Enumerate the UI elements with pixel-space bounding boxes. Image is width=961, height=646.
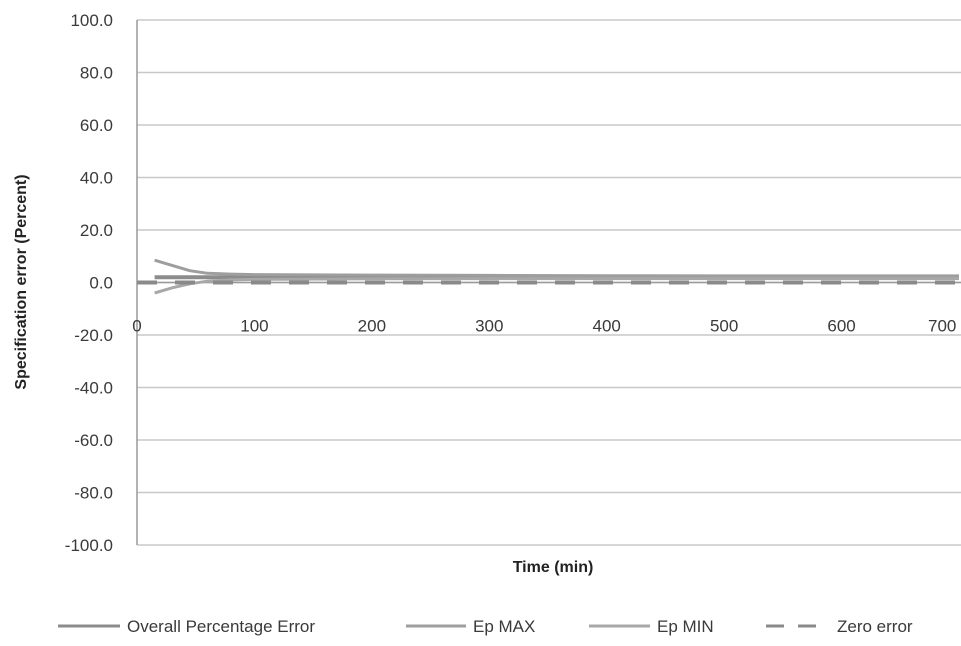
legend-label: Ep MIN [657,617,714,636]
y-tick-label: 40.0 [80,169,113,188]
y-tick-label: 20.0 [80,221,113,240]
x-axis-title: Time (min) [513,559,594,576]
x-tick-label: 100 [240,317,268,336]
x-tick-label: 0 [132,317,141,336]
y-tick-label: 60.0 [80,116,113,135]
series-lines [137,258,959,295]
y-tick-label: -80.0 [74,484,113,503]
y-tick-label: -20.0 [74,326,113,345]
x-tick-label: 700 [928,317,956,336]
x-tick-label: 600 [827,317,855,336]
legend-label: Ep MAX [473,617,535,636]
x-tick-label: 400 [593,317,621,336]
x-tick-label: 300 [475,317,503,336]
y-tick-label: 100.0 [70,11,113,30]
y-tick-label: 80.0 [80,64,113,83]
series-line-ep-max [154,258,959,278]
y-tick-label: -100.0 [65,536,113,555]
x-tick-label: 500 [710,317,738,336]
x-tick-label: 200 [358,317,386,336]
x-tick-labels: 0 100 200 300 400 500 600 700 [132,317,956,336]
y-tick-label: -40.0 [74,379,113,398]
legend-label: Zero error [837,617,913,636]
y-axis-title: Specification error (Percent) [13,174,30,389]
legend: Overall Percentage Error Ep MAX Ep MIN Zero… [58,617,913,636]
y-tick-label: 0.0 [89,274,113,293]
legend-label: Overall Percentage Error [127,617,315,636]
y-tick-label: -60.0 [74,431,113,450]
y-tick-labels: 100.0 80.0 60.0 40.0 20.0 0.0 -20.0 -40.0 -60.0 -… [65,11,113,555]
